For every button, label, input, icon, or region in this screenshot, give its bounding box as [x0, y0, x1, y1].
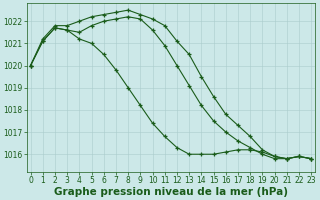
X-axis label: Graphe pression niveau de la mer (hPa): Graphe pression niveau de la mer (hPa) [54, 187, 288, 197]
